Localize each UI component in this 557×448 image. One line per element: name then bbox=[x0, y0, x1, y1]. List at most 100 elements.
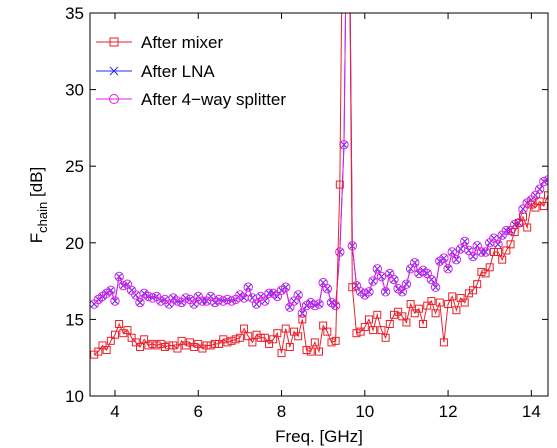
data-point-after-mixer bbox=[206, 341, 215, 350]
data-point-after-mixer bbox=[269, 335, 278, 344]
data-point-after-mixer bbox=[148, 339, 157, 348]
data-point-after-mixer bbox=[523, 223, 532, 232]
data-point-after-mixer bbox=[202, 341, 211, 350]
y-tick-label: 15 bbox=[65, 310, 84, 329]
ticks-layer: 4 6 8 10 12 14 10 15 20 25 30 35 bbox=[65, 4, 548, 421]
data-point-after-mixer bbox=[414, 304, 423, 313]
series-layer bbox=[90, 13, 548, 359]
data-point-after-mixer bbox=[302, 346, 311, 355]
data-point-after-mixer bbox=[110, 330, 119, 339]
data-point-after-mixer bbox=[265, 339, 274, 348]
x-tick-label: 4 bbox=[110, 402, 119, 421]
data-point-after-4-way-splitter bbox=[322, 284, 333, 294]
data-point-after-4-way-splitter bbox=[260, 296, 270, 306]
data-point-after-mixer bbox=[290, 327, 299, 336]
data-point-after-mixer bbox=[315, 347, 323, 356]
data-point-after-mixer bbox=[260, 333, 269, 342]
data-point-after-mixer bbox=[140, 335, 149, 344]
y-axis-label-main: F bbox=[27, 233, 46, 243]
data-point-after-mixer bbox=[127, 333, 136, 342]
data-point-after-mixer bbox=[331, 336, 340, 345]
data-point-after-4-way-splitter bbox=[114, 271, 124, 282]
data-point-after-mixer bbox=[294, 332, 303, 341]
legend-label-after-lna: After LNA bbox=[141, 62, 215, 81]
data-point-after-mixer bbox=[319, 321, 328, 330]
data-point-after-mixer bbox=[510, 228, 519, 237]
data-point-after-mixer bbox=[394, 307, 403, 316]
legend-marker-square bbox=[109, 37, 119, 47]
data-point-after-mixer bbox=[173, 344, 182, 353]
data-point-after-mixer bbox=[535, 197, 544, 206]
data-point-after-mixer bbox=[360, 323, 369, 332]
data-point-after-4-way-splitter bbox=[372, 264, 382, 274]
x-tick-label: 10 bbox=[355, 402, 374, 421]
data-point-after-mixer bbox=[460, 298, 469, 307]
data-point-after-mixer bbox=[306, 347, 315, 356]
data-point-after-4-way-splitter bbox=[430, 282, 441, 292]
data-point-after-4-way-splitter bbox=[147, 293, 158, 303]
data-point-after-mixer bbox=[244, 332, 253, 341]
data-point-after-4-way-splitter bbox=[380, 287, 391, 297]
y-tick-label: 10 bbox=[65, 387, 84, 406]
data-point-after-4-way-splitter bbox=[243, 282, 253, 292]
data-point-after-mixer bbox=[435, 298, 444, 307]
data-point-after-4-way-splitter bbox=[197, 296, 208, 306]
data-point-after-4-way-splitter bbox=[426, 274, 437, 285]
data-point-after-mixer bbox=[335, 180, 344, 189]
data-point-after-4-way-splitter bbox=[364, 287, 374, 297]
data-point-after-mixer bbox=[373, 310, 382, 319]
data-point-after-mixer bbox=[452, 306, 461, 315]
data-point-after-mixer bbox=[348, 283, 357, 292]
data-point-after-mixer bbox=[356, 327, 365, 336]
data-point-after-mixer bbox=[210, 339, 219, 348]
data-point-after-4-way-splitter bbox=[397, 287, 407, 297]
data-point-after-mixer bbox=[160, 342, 169, 351]
data-point-after-mixer bbox=[469, 286, 478, 295]
data-point-after-mixer bbox=[298, 315, 307, 324]
y-tick-label: 20 bbox=[65, 234, 84, 253]
series-line-after-4-way-splitter bbox=[93, 13, 548, 315]
data-point-after-4-way-splitter bbox=[118, 280, 129, 291]
data-point-after-4-way-splitter bbox=[514, 218, 524, 228]
x-tick-label: 8 bbox=[277, 402, 286, 421]
data-point-after-mixer bbox=[485, 263, 494, 272]
data-point-after-mixer bbox=[410, 309, 419, 318]
data-point-after-mixer bbox=[285, 342, 294, 351]
data-point-after-mixer bbox=[248, 338, 257, 347]
data-point-after-mixer bbox=[102, 346, 111, 355]
data-point-after-mixer bbox=[506, 240, 515, 249]
data-point-after-4-way-splitter bbox=[476, 247, 487, 257]
legend-marker-circle bbox=[109, 94, 119, 104]
data-point-after-mixer bbox=[402, 318, 411, 327]
data-point-after-4-way-splitter bbox=[251, 299, 262, 309]
data-point-after-mixer bbox=[327, 338, 336, 347]
data-point-after-4-way-splitter bbox=[172, 296, 183, 306]
data-point-after-mixer bbox=[165, 341, 174, 350]
legend-item-after-mixer: After mixer bbox=[96, 33, 224, 52]
data-point-after-mixer bbox=[519, 212, 528, 221]
y-tick-label: 25 bbox=[65, 157, 84, 176]
y-tick-label: 35 bbox=[65, 4, 84, 23]
data-point-after-mixer bbox=[385, 319, 394, 328]
data-point-after-4-way-splitter bbox=[468, 251, 478, 262]
data-point-after-mixer bbox=[106, 336, 115, 345]
y-axis-label-unit: [dB] bbox=[27, 167, 46, 202]
data-point-after-4-way-splitter bbox=[293, 290, 303, 300]
data-point-after-4-way-splitter bbox=[401, 279, 412, 289]
data-point-after-4-way-splitter bbox=[376, 271, 387, 282]
data-point-after-4-way-splitter bbox=[106, 285, 116, 295]
data-point-after-mixer bbox=[323, 327, 332, 336]
data-point-after-mixer bbox=[194, 339, 203, 348]
data-point-after-mixer bbox=[423, 301, 432, 310]
data-point-after-4-way-splitter bbox=[443, 264, 453, 274]
data-point-after-mixer bbox=[277, 349, 286, 358]
x-axis-label: Freq. [GHz] bbox=[275, 427, 363, 446]
data-point-after-mixer bbox=[231, 335, 240, 344]
legend-marker-x bbox=[109, 66, 119, 76]
x-tick-label: 12 bbox=[439, 402, 458, 421]
data-point-after-4-way-splitter bbox=[135, 297, 145, 308]
data-point-after-4-way-splitter bbox=[310, 300, 320, 311]
data-point-after-mixer bbox=[177, 336, 186, 345]
plot-area bbox=[90, 13, 548, 396]
